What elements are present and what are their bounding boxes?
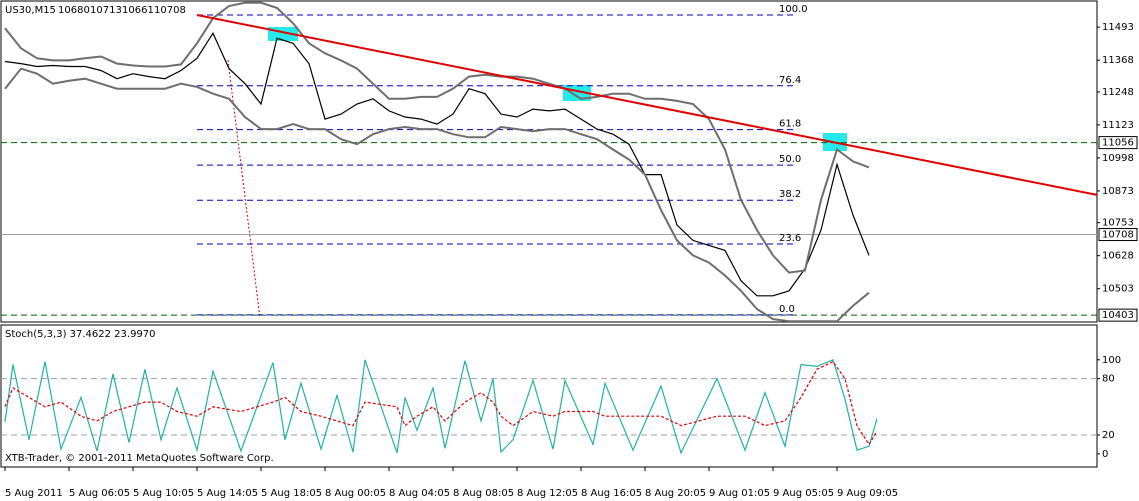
x-tick-label: 5 Aug 06:05 [69, 488, 130, 499]
x-tick-label: 9 Aug 09:05 [837, 488, 898, 499]
y-tick-label: 80 [1102, 374, 1115, 385]
series-line [4, 67, 870, 322]
y-tick-label: 20 [1102, 430, 1115, 441]
trendline [196, 14, 1097, 196]
footer: XTB-Trader, © 2001-2011 MetaQuotes Softw… [5, 453, 274, 464]
fib-label: 23.6 [779, 233, 801, 244]
x-tick-label: 5 Aug 18:05 [261, 488, 322, 499]
y-tick-label: 11493 [1102, 22, 1134, 33]
y-tick-label: 0 [1102, 449, 1108, 460]
y-tick-label: 10998 [1102, 153, 1134, 164]
ohlc-value: 10680 [58, 5, 90, 16]
x-tick-label: 5 Aug 2011 [5, 488, 63, 499]
y-tick-label: 11368 [1102, 55, 1134, 66]
y-tick-label: 11123 [1102, 120, 1134, 131]
fib-label: 50.0 [779, 154, 801, 165]
series-line [4, 31, 870, 297]
level-box [1098, 228, 1138, 242]
x-tick-label: 8 Aug 20:05 [645, 488, 706, 499]
series-line [4, 360, 878, 446]
level-box [1098, 308, 1138, 322]
fib-anchor [227, 59, 261, 319]
pane-content [1, 358, 1097, 455]
x-tick-label: 5 Aug 10:05 [133, 488, 194, 499]
y-tick-label: 10753 [1102, 218, 1134, 229]
ohlc-value: 10708 [154, 5, 186, 16]
x-tick-label: 8 Aug 16:05 [581, 488, 642, 499]
x-tick-label: 8 Aug 12:05 [517, 488, 578, 499]
x-tick-label: 9 Aug 01:05 [709, 488, 770, 499]
fib-label: 0.0 [779, 304, 795, 315]
fib-label: 100.0 [779, 4, 808, 15]
x-tick-label: 5 Aug 14:05 [197, 488, 258, 499]
y-tick-label: 10873 [1102, 186, 1134, 197]
ohlc-value: 10713 [90, 5, 122, 16]
ohlc-value: 10661 [122, 5, 154, 16]
level-box [1098, 136, 1138, 150]
y-tick-label: 10503 [1102, 284, 1134, 295]
pane-title: US30,M15 [5, 5, 56, 16]
x-tick-label: 8 Aug 00:05 [325, 488, 386, 499]
pane-content [1, 1, 1097, 322]
series-line [4, 1, 870, 274]
y-tick-label: 100 [1102, 355, 1121, 366]
y-tick-label: 10628 [1102, 251, 1134, 262]
x-tick-label: 8 Aug 08:05 [453, 488, 514, 499]
stoch-pane [0, 324, 1098, 468]
pane-title: Stoch(5,3,3) 37.4622 23.9970 [5, 329, 156, 340]
series-line [4, 358, 878, 455]
level-label: 10708 [1102, 230, 1134, 241]
level-label: 11056 [1102, 138, 1134, 149]
fib-label: 38.2 [779, 189, 801, 200]
fib-label: 76.4 [779, 75, 801, 86]
price-pane [0, 0, 1098, 323]
x-tick-label: 9 Aug 05:05 [773, 488, 834, 499]
level-label: 10403 [1102, 310, 1134, 321]
fib-label: 61.8 [779, 119, 801, 130]
x-tick-label: 8 Aug 04:05 [389, 488, 450, 499]
y-tick-label: 11248 [1102, 87, 1134, 98]
